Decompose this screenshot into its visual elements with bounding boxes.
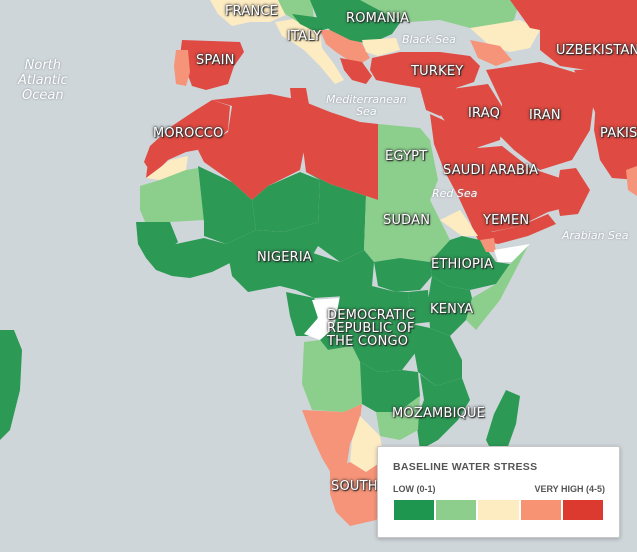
- country-botswana[interactable]: [350, 416, 384, 472]
- country-kazakhstan-region[interactable]: [510, 0, 637, 36]
- country-label-mozambique[interactable]: MOZAMBIQUE: [392, 406, 486, 421]
- country-label-egypt[interactable]: EGYPT: [385, 149, 428, 164]
- country-romania[interactable]: [310, 0, 402, 44]
- country-label-drc-line1: DEMOCRATIC: [327, 308, 415, 323]
- country-somalia[interactable]: [466, 246, 528, 330]
- country-tanzania[interactable]: [412, 324, 462, 386]
- country-label-uzbekistan[interactable]: UZBEKISTAN: [556, 43, 637, 58]
- country-cameroon-car[interactable]: [280, 250, 374, 298]
- legend-swatches: [393, 499, 605, 521]
- country-eritrea[interactable]: [440, 210, 478, 236]
- country-zambia[interactable]: [360, 362, 420, 412]
- water-label-arabian-sea: Arabian Sea: [562, 229, 629, 242]
- country-namibia[interactable]: [302, 404, 362, 478]
- country-label-saudi-arabia[interactable]: SAUDI ARABIA: [443, 163, 539, 178]
- legend-swatch-low-medium[interactable]: [435, 499, 478, 521]
- country-mauritania-coast[interactable]: [144, 146, 156, 168]
- country-algeria[interactable]: [198, 94, 306, 200]
- country-cabinda-white[interactable]: [304, 298, 340, 340]
- country-label-pakistan[interactable]: PAKIST: [600, 126, 637, 141]
- country-chad[interactable]: [306, 172, 366, 262]
- ocean-label-line1: North: [24, 58, 62, 73]
- ocean-label-north-atlantic: North Atlantic Ocean: [18, 58, 68, 103]
- country-turkey[interactable]: [370, 52, 480, 90]
- country-brazil-edge[interactable]: [0, 330, 22, 440]
- country-label-kenya[interactable]: KENYA: [430, 302, 474, 317]
- country-morocco[interactable]: [146, 100, 230, 178]
- water-label-mediterranean-line1: Mediterranean: [326, 93, 407, 106]
- country-mauritania[interactable]: [140, 168, 204, 224]
- country-label-iran[interactable]: IRAN: [529, 108, 561, 123]
- country-gabon-congo[interactable]: [286, 292, 320, 336]
- country-label-south-africa[interactable]: SOUTH: [331, 479, 378, 494]
- country-iran[interactable]: [486, 62, 594, 170]
- country-egypt[interactable]: [378, 124, 438, 200]
- country-russia-south[interactable]: [470, 20, 540, 52]
- water-label-red-sea: Red Sea: [432, 187, 478, 200]
- country-niger[interactable]: [252, 172, 320, 232]
- country-india-edge[interactable]: [626, 166, 637, 196]
- country-south-sudan[interactable]: [374, 258, 432, 292]
- country-kenya[interactable]: [428, 276, 472, 336]
- country-label-drc-line2: REPUBLIC OF: [327, 321, 415, 336]
- country-label-nigeria[interactable]: NIGERIA: [257, 250, 313, 265]
- country-western-sahara[interactable]: [146, 156, 188, 180]
- country-italy[interactable]: [275, 18, 344, 84]
- country-spain[interactable]: [180, 40, 244, 90]
- water-label-mediterranean-line2: Sea: [356, 105, 377, 118]
- country-saudi-arabia[interactable]: [430, 114, 576, 232]
- country-yemen[interactable]: [470, 214, 556, 244]
- country-pakistan[interactable]: [594, 100, 637, 180]
- water-label-mediterranean: Mediterranean Sea: [326, 94, 407, 118]
- country-portugal[interactable]: [174, 50, 190, 86]
- country-malawi-zim[interactable]: [376, 396, 420, 440]
- country-label-yemen[interactable]: YEMEN: [483, 213, 530, 228]
- legend-swatch-very-high[interactable]: [561, 499, 605, 521]
- country-caucasus[interactable]: [470, 40, 512, 66]
- country-label-spain[interactable]: SPAIN: [196, 53, 235, 68]
- country-label-drc[interactable]: DEMOCRATIC REPUBLIC OF THE CONGO: [327, 309, 415, 348]
- country-bulgaria[interactable]: [362, 38, 400, 56]
- legend-swatch-high[interactable]: [519, 499, 562, 521]
- legend-title: BASELINE WATER STRESS: [393, 461, 538, 473]
- legend-swatch-low[interactable]: [393, 499, 436, 521]
- country-label-morocco[interactable]: MOROCCO: [153, 126, 224, 141]
- country-uganda[interactable]: [408, 290, 430, 324]
- country-ukraine-region[interactable]: [360, 0, 520, 30]
- legend-swatch-medium-high[interactable]: [477, 499, 520, 521]
- country-france[interactable]: [210, 0, 292, 26]
- country-label-romania[interactable]: ROMANIA: [346, 11, 410, 26]
- country-uzbekistan[interactable]: [540, 28, 637, 72]
- country-madagascar[interactable]: [486, 390, 520, 460]
- country-libya[interactable]: [300, 100, 378, 200]
- country-guinea-region[interactable]: [146, 238, 232, 278]
- legend-low-label: LOW (0-1): [393, 484, 436, 494]
- country-label-france[interactable]: FRANCE: [225, 4, 279, 19]
- country-mali[interactable]: [198, 166, 256, 244]
- country-label-ethiopia[interactable]: ETHIOPIA: [431, 257, 494, 272]
- country-djibouti[interactable]: [480, 238, 496, 252]
- country-label-turkey[interactable]: TURKEY: [411, 64, 464, 79]
- country-label-iraq[interactable]: IRAQ: [468, 106, 501, 121]
- country-sudan[interactable]: [364, 196, 450, 262]
- country-angola[interactable]: [302, 340, 362, 412]
- country-oman[interactable]: [556, 168, 590, 216]
- ocean-label-line2: Atlantic: [18, 73, 68, 88]
- country-greece[interactable]: [340, 58, 372, 84]
- country-drc[interactable]: [320, 286, 416, 372]
- legend-high-label: VERY HIGH (4-5): [534, 484, 605, 494]
- country-ethiopia[interactable]: [430, 236, 510, 290]
- legend-panel: BASELINE WATER STRESS LOW (0-1) VERY HIG…: [377, 446, 620, 538]
- country-label-drc-line3: THE CONGO: [327, 334, 409, 349]
- country-somaliland[interactable]: [494, 244, 530, 262]
- country-label-sudan[interactable]: SUDAN: [383, 213, 431, 228]
- country-mozambique-land[interactable]: [416, 374, 470, 450]
- ocean-label-line3: Ocean: [22, 88, 64, 103]
- country-label-italy[interactable]: ITALY: [287, 29, 322, 44]
- water-label-black-sea: Black Sea: [402, 33, 456, 46]
